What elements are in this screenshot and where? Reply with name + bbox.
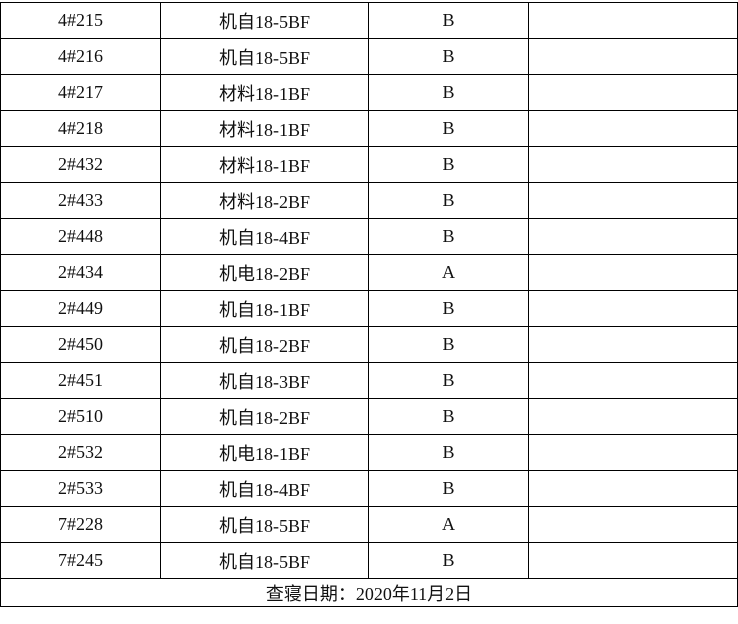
- class-cell: 机自18-5BF: [160, 506, 369, 543]
- class-cell: 材料18-2BF: [160, 182, 369, 219]
- room-cell: 2#448: [0, 218, 161, 255]
- table-row: 2#451 机自18-3BF B: [0, 362, 738, 399]
- class-cell: 机自18-4BF: [160, 470, 369, 507]
- note-cell: [528, 542, 738, 579]
- class-cell: 机自18-2BF: [160, 326, 369, 363]
- table-row: 4#217 材料18-1BF B: [0, 74, 738, 111]
- grade-cell: B: [368, 38, 529, 75]
- note-cell: [528, 506, 738, 543]
- table-row: 7#228 机自18-5BF A: [0, 506, 738, 543]
- room-cell: 7#245: [0, 542, 161, 579]
- room-cell: 4#215: [0, 2, 161, 39]
- table-row: 4#218 材料18-1BF B: [0, 110, 738, 147]
- grade-cell: B: [368, 362, 529, 399]
- room-cell: 2#432: [0, 146, 161, 183]
- grade-cell: B: [368, 110, 529, 147]
- grade-cell: B: [368, 218, 529, 255]
- table-row: 2#433 材料18-2BF B: [0, 182, 738, 219]
- class-cell: 机自18-5BF: [160, 2, 369, 39]
- grade-cell: B: [368, 182, 529, 219]
- room-cell: 2#449: [0, 290, 161, 327]
- table-row: 2#510 机自18-2BF B: [0, 398, 738, 435]
- room-cell: 2#451: [0, 362, 161, 399]
- note-cell: [528, 326, 738, 363]
- note-cell: [528, 434, 738, 471]
- table-row: 4#215 机自18-5BF B: [0, 2, 738, 39]
- grade-cell: B: [368, 398, 529, 435]
- inspection-date: 查寝日期：2020年11月2日: [0, 578, 738, 607]
- class-cell: 机自18-5BF: [160, 38, 369, 75]
- class-cell: 材料18-1BF: [160, 110, 369, 147]
- note-cell: [528, 74, 738, 111]
- class-cell: 机自18-5BF: [160, 542, 369, 579]
- class-cell: 机自18-4BF: [160, 218, 369, 255]
- note-cell: [528, 218, 738, 255]
- dorm-inspection-table: 4#215 机自18-5BF B 4#216 机自18-5BF B 4#217 材料18-1B…: [0, 2, 738, 607]
- note-cell: [528, 470, 738, 507]
- table-row: 2#432 材料18-1BF B: [0, 146, 738, 183]
- class-cell: 机自18-2BF: [160, 398, 369, 435]
- class-cell: 机电18-2BF: [160, 254, 369, 291]
- note-cell: [528, 398, 738, 435]
- grade-cell: B: [368, 434, 529, 471]
- footer-row: 查寝日期：2020年11月2日: [0, 578, 738, 607]
- table-row: 2#434 机电18-2BF A: [0, 254, 738, 291]
- note-cell: [528, 362, 738, 399]
- grade-cell: B: [368, 2, 529, 39]
- class-cell: 机自18-3BF: [160, 362, 369, 399]
- table-row: 2#532 机电18-1BF B: [0, 434, 738, 471]
- table-row: 4#216 机自18-5BF B: [0, 38, 738, 75]
- room-cell: 2#532: [0, 434, 161, 471]
- room-cell: 2#434: [0, 254, 161, 291]
- grade-cell: B: [368, 74, 529, 111]
- grade-cell: B: [368, 326, 529, 363]
- grade-cell: B: [368, 290, 529, 327]
- room-cell: 4#217: [0, 74, 161, 111]
- room-cell: 2#433: [0, 182, 161, 219]
- class-cell: 材料18-1BF: [160, 74, 369, 111]
- grade-cell: A: [368, 254, 529, 291]
- grade-cell: A: [368, 506, 529, 543]
- room-cell: 2#510: [0, 398, 161, 435]
- grade-cell: B: [368, 542, 529, 579]
- note-cell: [528, 290, 738, 327]
- note-cell: [528, 38, 738, 75]
- room-cell: 2#450: [0, 326, 161, 363]
- note-cell: [528, 146, 738, 183]
- class-cell: 机自18-1BF: [160, 290, 369, 327]
- room-cell: 4#218: [0, 110, 161, 147]
- note-cell: [528, 182, 738, 219]
- table-row: 7#245 机自18-5BF B: [0, 542, 738, 579]
- table-row: 2#449 机自18-1BF B: [0, 290, 738, 327]
- table-row: 2#533 机自18-4BF B: [0, 470, 738, 507]
- table-row: 2#448 机自18-4BF B: [0, 218, 738, 255]
- table-row: 2#450 机自18-2BF B: [0, 326, 738, 363]
- grade-cell: B: [368, 146, 529, 183]
- grade-cell: B: [368, 470, 529, 507]
- class-cell: 机电18-1BF: [160, 434, 369, 471]
- room-cell: 4#216: [0, 38, 161, 75]
- room-cell: 2#533: [0, 470, 161, 507]
- note-cell: [528, 254, 738, 291]
- note-cell: [528, 110, 738, 147]
- class-cell: 材料18-1BF: [160, 146, 369, 183]
- room-cell: 7#228: [0, 506, 161, 543]
- note-cell: [528, 2, 738, 39]
